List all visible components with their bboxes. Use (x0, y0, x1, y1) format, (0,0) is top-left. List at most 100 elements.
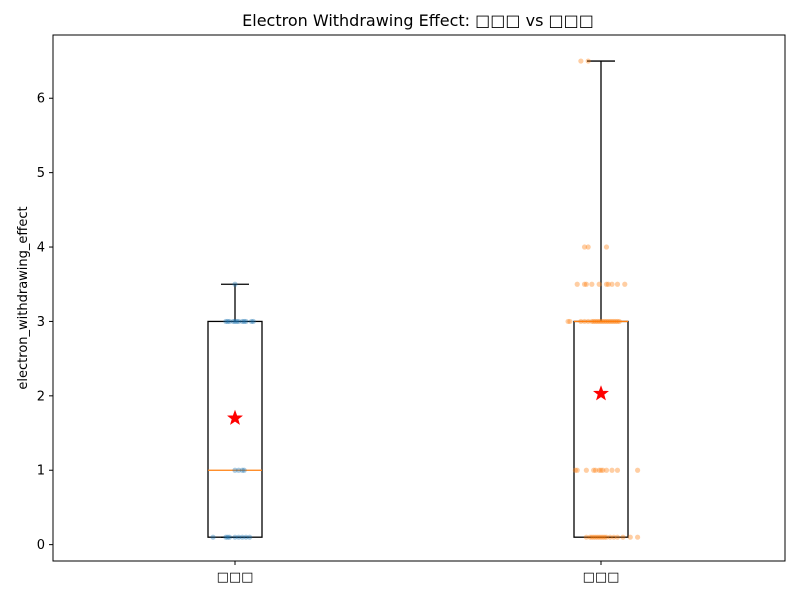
data-point (605, 318, 611, 325)
chart-title: Electron Withdrawing Effect: □□□ vs □□□ (242, 11, 594, 30)
data-point (609, 318, 615, 325)
data-point (598, 467, 604, 473)
box-group-2 (565, 58, 641, 540)
data-point (589, 281, 595, 287)
data-point (583, 534, 589, 540)
data-point (614, 534, 621, 540)
data-point (605, 281, 611, 287)
data-point (581, 244, 588, 250)
data-point (600, 534, 606, 540)
data-point (587, 534, 593, 540)
plot-frame (52, 34, 786, 562)
data-point (585, 58, 591, 64)
data-point (603, 467, 610, 473)
data-point (565, 318, 571, 325)
box-group-1 (207, 281, 263, 540)
data-point (602, 318, 608, 325)
data-point (614, 281, 621, 287)
data-point (236, 467, 242, 473)
data-point (236, 534, 242, 540)
data-point (239, 534, 245, 540)
data-point (620, 534, 626, 540)
data-point (622, 281, 628, 287)
data-point (592, 534, 599, 540)
data-point (592, 318, 599, 325)
x-tick-label: □□□ (583, 570, 620, 585)
data-point (572, 467, 578, 473)
data-point (603, 281, 610, 287)
data-point (596, 467, 602, 473)
data-point (603, 318, 610, 325)
mean-marker (227, 409, 243, 425)
data-point (614, 318, 621, 325)
data-point (232, 467, 238, 473)
y-axis-label: electron_withdrawing_effect (16, 206, 31, 389)
data-point (596, 318, 602, 325)
data-point (232, 281, 238, 287)
data-point (591, 467, 597, 473)
data-point (574, 467, 580, 473)
data-point (627, 534, 633, 540)
data-point (600, 318, 606, 325)
y-tick-label: 4 (37, 241, 45, 256)
data-point (225, 318, 231, 325)
data-point (223, 318, 229, 325)
data-point (585, 318, 591, 325)
data-point (210, 534, 216, 540)
data-point (591, 534, 597, 540)
y-tick-label: 2 (37, 389, 45, 404)
box (573, 320, 629, 538)
data-point (611, 318, 617, 325)
data-point (232, 318, 238, 325)
data-point (243, 534, 249, 540)
data-point (616, 318, 622, 325)
data-point (598, 318, 604, 325)
data-point (581, 281, 588, 287)
data-point (600, 467, 606, 473)
data-point (578, 58, 584, 64)
data-point (611, 534, 617, 540)
box (207, 320, 263, 538)
data-point (594, 534, 600, 540)
data-point (591, 318, 597, 325)
data-point (239, 318, 245, 325)
data-point (578, 318, 584, 325)
data-point (239, 467, 245, 473)
mean-marker (593, 385, 609, 401)
data-point (247, 534, 253, 540)
data-point (592, 467, 599, 473)
data-point (607, 534, 613, 540)
data-point (589, 318, 595, 325)
y-tick-label: 3 (37, 315, 45, 330)
data-point (614, 467, 621, 473)
x-tick-label: □□□ (217, 570, 254, 585)
y-tick-label: 1 (37, 464, 45, 479)
data-point (236, 318, 242, 325)
data-point (609, 281, 615, 287)
data-point (589, 534, 595, 540)
data-point (609, 467, 615, 473)
data-point (594, 318, 600, 325)
y-tick-label: 6 (37, 92, 45, 107)
data-point (596, 281, 602, 287)
y-tick-label: 0 (37, 538, 45, 553)
data-point (241, 318, 247, 325)
data-point (241, 467, 247, 473)
data-point (602, 534, 608, 540)
data-point (603, 534, 610, 540)
data-point (225, 534, 231, 540)
data-point (243, 318, 249, 325)
data-point (223, 534, 229, 540)
data-point (250, 318, 256, 325)
data-point (574, 281, 580, 287)
data-point (232, 534, 238, 540)
y-tick-label: 5 (37, 166, 45, 181)
data-point (613, 318, 619, 325)
data-point (248, 318, 255, 325)
data-point (567, 318, 573, 325)
data-point (585, 244, 591, 250)
data-point (234, 318, 240, 325)
data-point (583, 281, 589, 287)
data-point (635, 534, 641, 540)
